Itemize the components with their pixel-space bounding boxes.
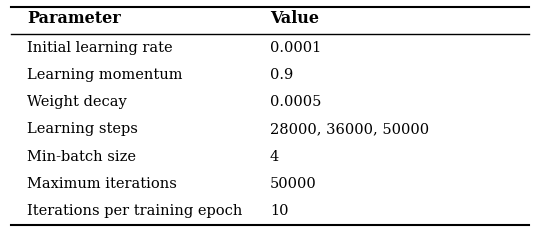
Text: Initial learning rate: Initial learning rate	[27, 40, 173, 55]
Text: 0.0005: 0.0005	[270, 95, 321, 109]
Text: Maximum iterations: Maximum iterations	[27, 177, 177, 191]
Text: 0.0001: 0.0001	[270, 40, 321, 55]
Text: Learning momentum: Learning momentum	[27, 68, 183, 82]
Text: Iterations per training epoch: Iterations per training epoch	[27, 204, 242, 218]
Text: Parameter: Parameter	[27, 10, 121, 27]
Text: Weight decay: Weight decay	[27, 95, 127, 109]
Text: 0.9: 0.9	[270, 68, 293, 82]
Text: Min-batch size: Min-batch size	[27, 150, 136, 164]
Text: Value: Value	[270, 10, 319, 27]
Text: 4: 4	[270, 150, 279, 164]
Text: 28000, 36000, 50000: 28000, 36000, 50000	[270, 122, 429, 136]
Text: 50000: 50000	[270, 177, 317, 191]
Text: Learning steps: Learning steps	[27, 122, 138, 136]
Text: 10: 10	[270, 204, 288, 218]
